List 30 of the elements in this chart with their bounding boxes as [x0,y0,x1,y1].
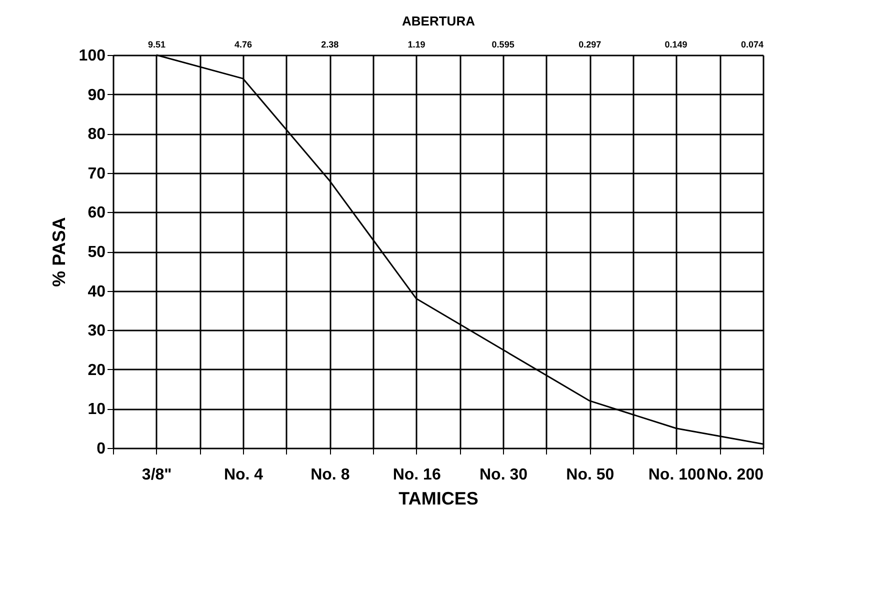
x-tick-label: 3/8" [142,466,172,484]
y-tick-label: 70 [88,165,106,182]
y-tick-label: 0 [96,440,106,458]
y-tick-label: 40 [88,283,106,300]
x2-axis-title: ABERTURA [402,14,476,28]
y-tick-label: 90 [88,86,106,104]
x-tick-label: No. 200 [706,466,764,484]
x2-tick-label: 0.074 [740,40,764,50]
x-tick-label: No. 4 [224,466,264,484]
x-tick-label: No. 8 [310,466,350,484]
y-tick-label: 80 [88,126,106,144]
y-tick-label: 50 [88,244,106,261]
x-tick-label: No. 100 [648,466,706,484]
x2-tick-label: 2.38 [321,40,339,50]
x-tick-label: No. 50 [566,466,614,484]
x2-tick-label: 0.149 [664,40,688,50]
y-tick-label: 30 [88,322,106,340]
y-tick-label: 20 [88,362,106,379]
y-tick-label: 100 [78,48,106,64]
y-tick-label: 10 [88,401,106,418]
x-tick-label: No. 16 [392,466,441,484]
x2-tick-label: 0.297 [578,40,602,50]
y-tick-label: 60 [88,204,106,222]
x-tick-label: No. 30 [479,466,528,484]
x-axis-title: TAMICES [398,488,478,508]
x2-tick-label: 4.76 [234,40,252,50]
y-axis-title: % PASA [48,217,69,287]
x2-tick-label: 0.595 [492,40,514,50]
x2-tick-label: 9.51 [148,40,166,50]
x2-tick-label: 1.19 [408,40,426,50]
